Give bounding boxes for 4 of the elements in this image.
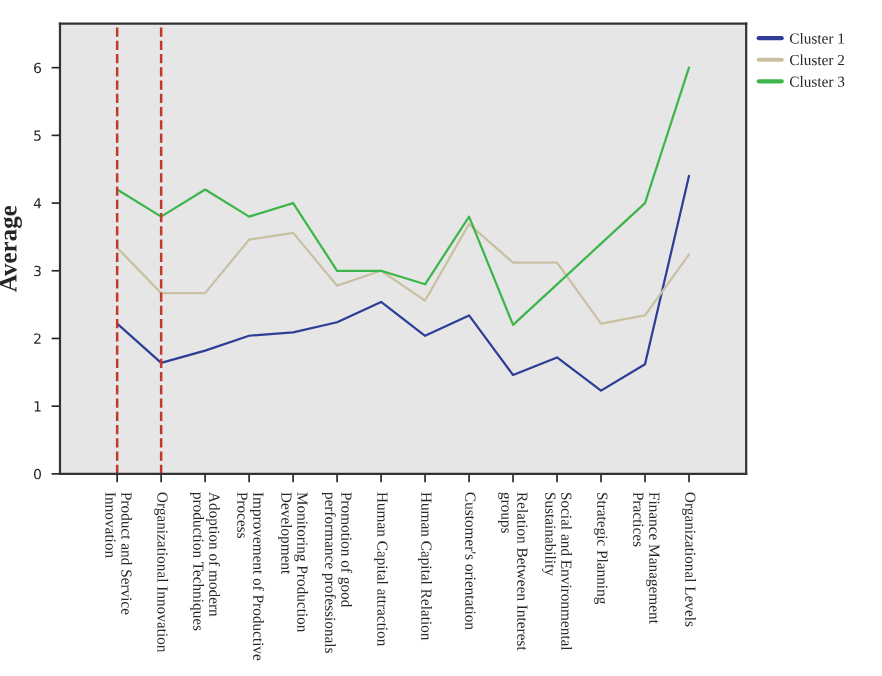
line-series — [116, 174, 691, 392]
line-series — [116, 222, 691, 325]
line-series — [116, 66, 691, 327]
y-axis-title: Average — [0, 205, 22, 293]
